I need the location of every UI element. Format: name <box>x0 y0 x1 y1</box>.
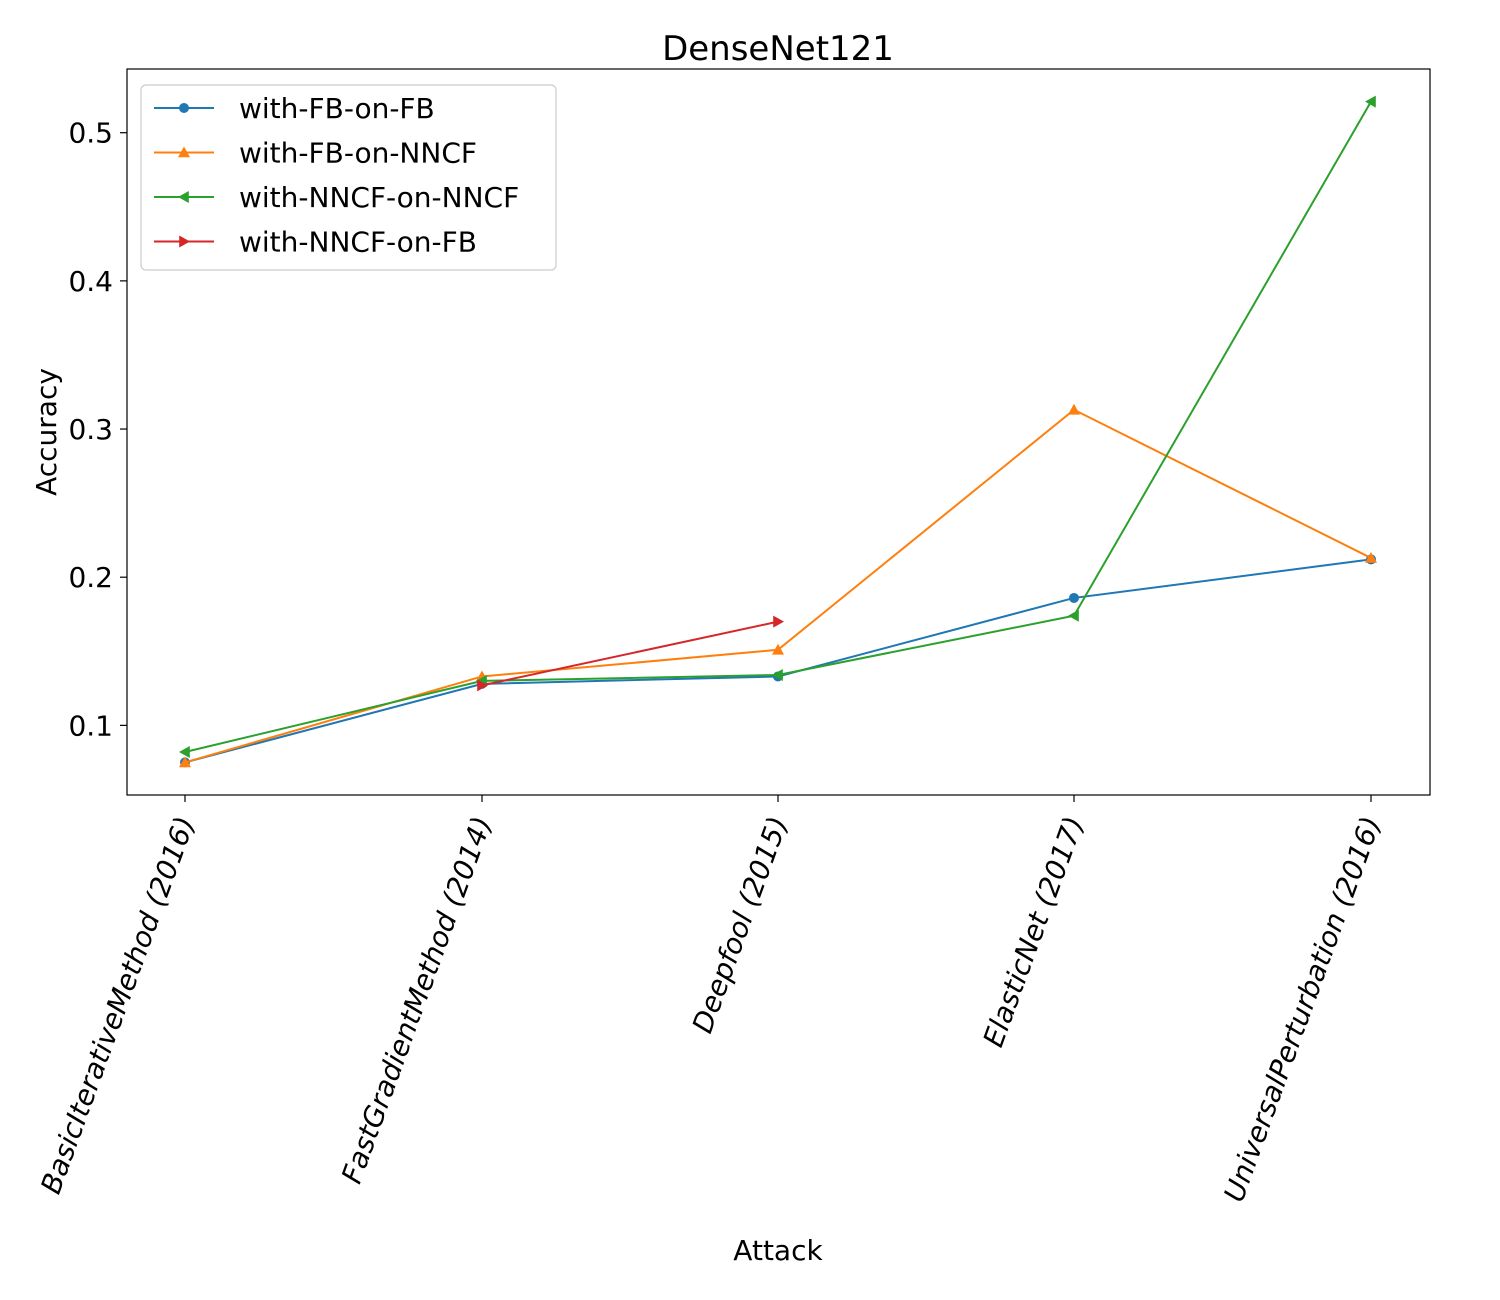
x-axis: BasicIterativeMethod (2016) FastGradientM… <box>34 795 1388 1206</box>
data-point <box>1365 551 1377 563</box>
legend-label: with-FB-on-NNCF <box>239 137 477 170</box>
legend-entry: with-NNCF-on-NNCF <box>154 181 519 214</box>
series-with-FB-on-NNCF <box>179 403 1377 768</box>
legend: with-FB-on-FB with-FB-on-NNCF with-NNCF-on… <box>140 84 557 271</box>
y-axis: 0.1 0.2 0.3 0.4 0.5 <box>68 117 127 742</box>
legend-marker <box>179 235 190 248</box>
series-with-FB-on-FB <box>180 554 1376 768</box>
legend-entry: with-FB-on-FB <box>154 92 435 125</box>
data-point <box>773 615 784 628</box>
legend-box <box>140 84 557 271</box>
chart-title: DenseNet121 <box>662 29 894 69</box>
data-point <box>179 746 190 759</box>
x-tick-label: FastGradientMethod (2014) <box>335 812 499 1188</box>
data-point <box>772 643 784 655</box>
y-tick-label: 0.1 <box>68 709 113 742</box>
y-tick-label: 0.3 <box>68 413 113 446</box>
legend-label: with-NNCF-on-NNCF <box>239 181 519 214</box>
legend-marker <box>178 146 190 158</box>
legend-entry: with-NNCF-on-FB <box>154 226 477 259</box>
data-point <box>477 679 488 692</box>
data-point <box>1068 609 1079 622</box>
x-tick-label: BasicIterativeMethod (2016) <box>34 812 201 1198</box>
y-tick-label: 0.2 <box>68 561 113 594</box>
legend-label: with-NNCF-on-FB <box>239 226 477 259</box>
y-axis-label: Accuracy <box>30 368 63 496</box>
legend-marker <box>178 191 189 203</box>
data-point <box>1068 403 1080 415</box>
series-with-NNCF-on-NNCF <box>179 95 1376 759</box>
series-group <box>179 95 1377 768</box>
x-tick-label: ElasticNet (2017) <box>977 812 1091 1051</box>
x-axis-label: Attack <box>733 1234 823 1267</box>
series-line <box>481 620 779 687</box>
series-line <box>184 558 1372 764</box>
data-point <box>1365 95 1376 108</box>
data-point <box>772 668 783 681</box>
legend-marker <box>179 103 189 113</box>
x-tick-label: UniversalPerturbation (2016) <box>1217 812 1387 1206</box>
data-point <box>1069 592 1079 603</box>
y-tick-label: 0.5 <box>68 117 113 150</box>
legend-entry: with-FB-on-NNCF <box>154 137 477 170</box>
legend-label: with-FB-on-FB <box>239 92 435 125</box>
y-tick-label: 0.4 <box>68 265 113 298</box>
x-tick-label: Deepfool (2015) <box>686 812 795 1037</box>
series-with-NNCF-on-FB <box>477 615 784 692</box>
data-point <box>179 756 191 768</box>
